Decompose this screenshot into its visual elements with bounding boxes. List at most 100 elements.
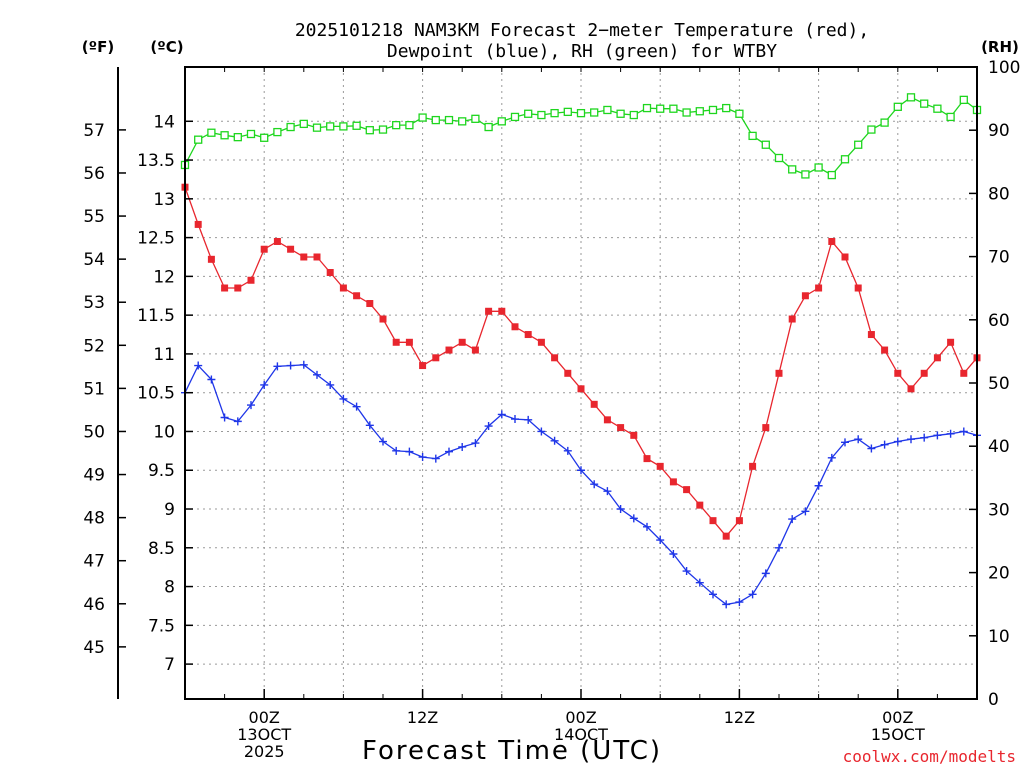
rh-point <box>458 117 467 126</box>
fahrenheit-tick-label: 54 <box>83 250 105 270</box>
temperature-point <box>867 331 875 339</box>
fahrenheit-axis: 45 46 47 48 49 50 51 52 53 54 55 56 57 <box>83 121 126 658</box>
temperature-point <box>366 300 374 308</box>
rh-axis: 0 10 20 30 40 50 60 70 80 90 100 <box>969 58 1020 710</box>
temperature-point <box>234 284 242 292</box>
rh-point <box>207 128 216 137</box>
celsius-tick-label: 12 <box>153 267 175 287</box>
rh-point <box>299 119 308 129</box>
rh-point <box>695 107 704 116</box>
rh-point <box>194 135 203 144</box>
rh-point <box>220 131 229 140</box>
rh-point <box>405 120 414 130</box>
dewpoint-point <box>841 438 849 447</box>
rh-point <box>854 140 863 149</box>
rh-point <box>735 109 744 118</box>
rh-tick-label: 20 <box>988 564 1010 584</box>
dewpoint-point <box>365 421 374 430</box>
temperature-point <box>221 284 229 292</box>
fahrenheit-tick-label: 50 <box>83 422 105 442</box>
rh-tick-label: 60 <box>988 311 1010 331</box>
celsius-tick-label: 11 <box>153 345 175 365</box>
temperature-point <box>471 346 479 354</box>
temperature-point <box>287 245 295 253</box>
fahrenheit-tick-label: 45 <box>83 638 105 658</box>
time-tick-label: 15OCT <box>871 725 925 744</box>
dewpoint-point <box>273 362 282 371</box>
rh-point <box>352 121 361 130</box>
time-tick-label: 00Z <box>882 708 913 727</box>
temperature-point <box>524 331 532 339</box>
dewpoint-point <box>220 413 229 422</box>
dewpoint-point <box>550 436 559 445</box>
temperature-point <box>683 486 691 494</box>
temperature-point <box>313 253 321 261</box>
celsius-tick-label: 9.5 <box>148 461 175 481</box>
dewpoint-point <box>445 447 453 456</box>
celsius-axis: 7 7.5 8 8.5 9 9.5 10 10.5 11 11.5 12 12.5 13 13.5 14 <box>137 112 193 675</box>
celsius-tick-label: 9 <box>164 500 175 520</box>
dewpoint-point <box>392 446 401 455</box>
rh-point <box>669 104 678 113</box>
rh-point <box>920 99 929 108</box>
rh-point <box>378 125 388 134</box>
chart-title-line2: Dewpoint (blue), RH (green) for WTBY <box>387 41 777 62</box>
temperature-point <box>511 323 519 331</box>
dewpoint-point <box>748 590 757 599</box>
fahrenheit-tick-label: 46 <box>83 595 105 615</box>
rh-unit-label: (RH) <box>981 38 1019 56</box>
dewpoint-point <box>867 444 876 453</box>
rh-point <box>708 105 718 115</box>
rh-point <box>576 108 586 118</box>
temperature-point <box>841 253 849 261</box>
dewpoint-point <box>511 415 519 424</box>
temperature-point <box>749 462 757 470</box>
rh-tick-label: 100 <box>988 58 1020 78</box>
chart-title-line1: 2025101218 NAM3KM Forecast 2−meter Tempe… <box>295 20 869 41</box>
dewpoint-point <box>695 578 704 587</box>
temperature-point <box>854 284 862 292</box>
celsius-tick-label: 13.5 <box>137 151 175 171</box>
temperature-point <box>630 431 638 439</box>
dewpoint-point <box>590 480 599 489</box>
rh-point <box>788 165 797 174</box>
rh-point <box>365 126 374 135</box>
dewpoint-point <box>537 427 546 436</box>
dewpoint-point <box>880 440 889 449</box>
rh-point <box>431 115 440 125</box>
rh-point <box>959 95 968 105</box>
time-tick-label: 14OCT <box>554 725 608 744</box>
temperature-point <box>445 346 453 354</box>
rh-point <box>827 170 836 180</box>
dewpoint-point <box>893 437 902 446</box>
rh-point <box>339 122 348 131</box>
rh-point <box>616 109 625 118</box>
dewpoint-point <box>194 361 203 370</box>
temperature-point <box>577 385 585 393</box>
rh-point <box>629 110 638 120</box>
plot-frame <box>184 66 978 700</box>
rh-point <box>893 102 902 111</box>
rh-point <box>418 113 427 122</box>
temperature-point <box>656 462 664 470</box>
rh-point <box>326 122 335 131</box>
rh-point <box>656 104 665 113</box>
dewpoint-point <box>352 402 361 411</box>
dewpoint-point <box>814 481 823 490</box>
rh-point <box>392 120 401 130</box>
temperature-point <box>960 369 968 377</box>
dewpoint-point <box>603 487 612 496</box>
temperature-point <box>273 237 281 245</box>
temperature-point <box>339 284 347 292</box>
dewpoint-point <box>484 422 493 431</box>
fahrenheit-tick-label: 49 <box>83 466 105 486</box>
dewpoint-point <box>920 433 929 442</box>
temperature-point <box>432 354 440 362</box>
fahrenheit-tick-label: 47 <box>83 552 105 572</box>
dewpoint-line <box>184 364 978 606</box>
rh-point <box>722 103 731 113</box>
rh-point <box>524 109 533 118</box>
temperature-point <box>194 220 202 228</box>
dewpoint-point <box>233 417 242 426</box>
temperature-point <box>920 369 928 377</box>
